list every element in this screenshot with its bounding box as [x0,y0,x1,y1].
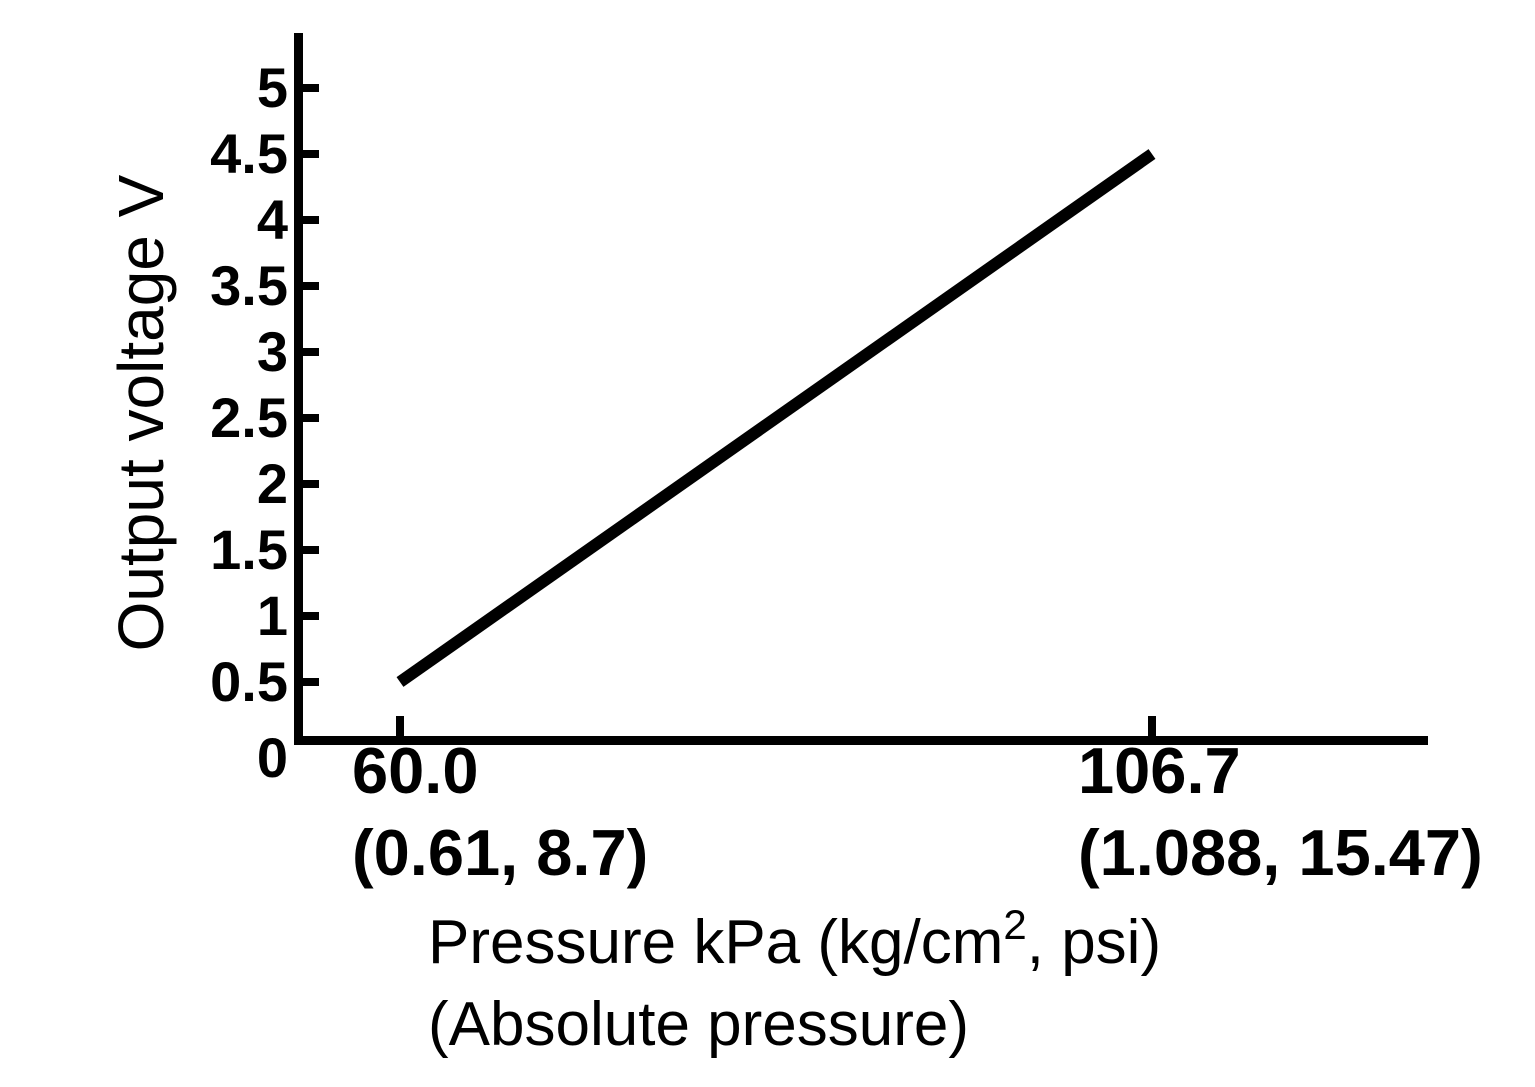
x-tick-label: 60.0 [352,734,479,807]
x-axis-line [294,736,1428,745]
y-tick-mark [303,216,319,224]
y-tick-mark [303,84,319,92]
y-tick-label: 1 [256,584,288,647]
x-axis-label: Pressure kPa (kg/cm2, psi) (Absolute pre… [428,901,1162,1063]
y-tick-mark [303,348,319,356]
x-tick-label: 106.7 [1078,734,1241,807]
y-tick-label: 0 [256,726,288,789]
y-tick-mark [303,480,319,488]
x-tick-sublabel: (0.61, 8.7) [352,816,649,889]
y-tick-mark [303,150,319,158]
x-tick-sublabel: (1.088, 15.47) [1078,816,1483,889]
data-line [396,149,1156,687]
y-tick-mark [303,612,319,620]
y-tick-label: 1.5 [210,518,288,581]
y-tick-label: 0.5 [210,650,288,713]
y-tick-mark [303,282,319,290]
y-tick-label: 4 [256,188,288,251]
x-axis-label-line1-pre: Pressure kPa (kg/cm [428,908,1004,977]
y-tick-label: 2 [256,452,288,515]
x-tick-mark [1148,716,1156,736]
x-tick-mark [396,716,404,736]
y-tick-mark [303,546,319,554]
x-axis-label-line1-post: , psi) [1026,908,1162,977]
x-tick-label-group: 106.7 (1.088, 15.47) [1078,730,1483,894]
y-tick-label: 5 [256,56,288,119]
x-axis-label-line2: (Absolute pressure) [428,990,970,1059]
y-tick-label: 4.5 [210,122,288,185]
y-axis-line [294,33,303,745]
y-tick-label: 3.5 [210,254,288,317]
y-tick-label: 3 [256,320,288,383]
y-tick-mark [303,678,319,686]
y-tick-label: 2.5 [210,386,288,449]
x-axis-label-line1: Pressure kPa (kg/cm2, psi) [428,901,1162,987]
y-tick-mark [303,414,319,422]
x-tick-label-group: 60.0 (0.61, 8.7) [352,730,648,894]
x-axis-label-superscript: 2 [1003,901,1027,948]
